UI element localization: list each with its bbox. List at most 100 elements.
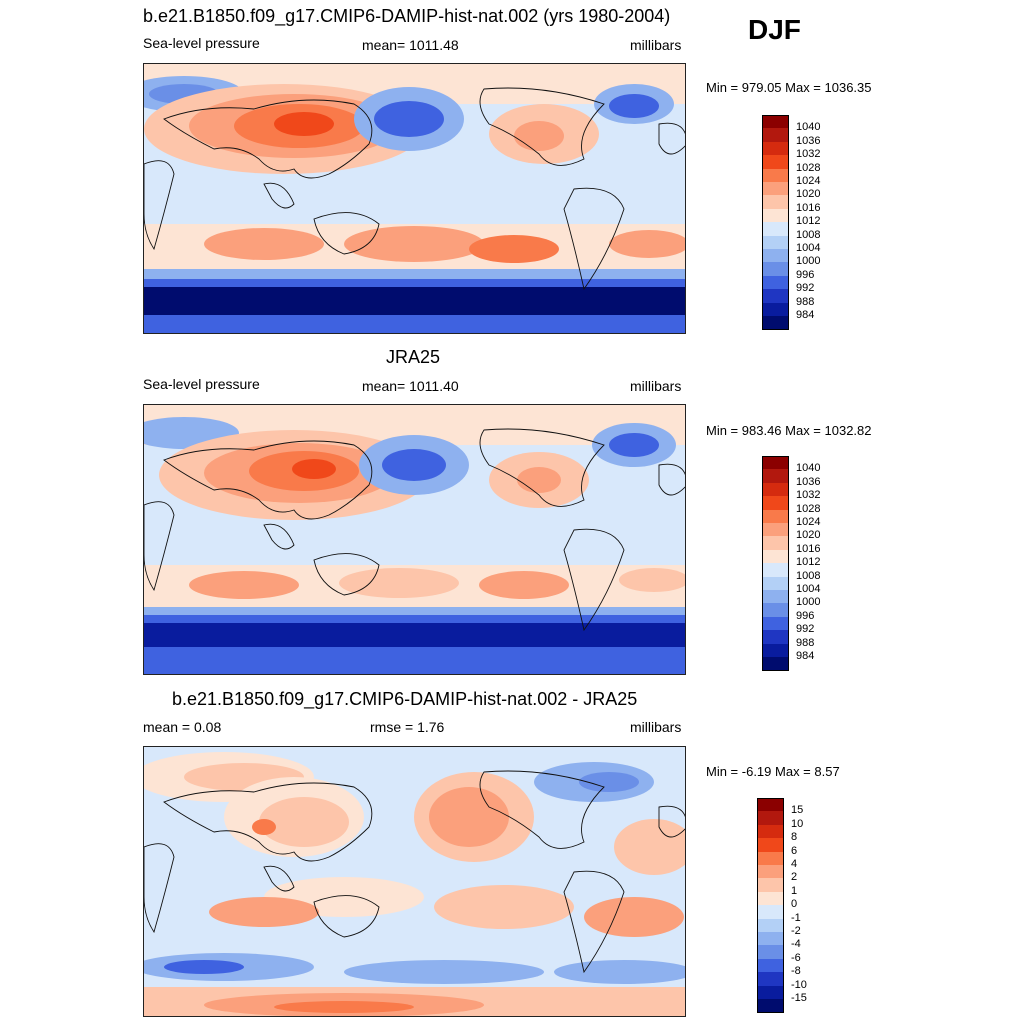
colorbar-swatch: [757, 999, 784, 1013]
colorbar-tick-label: 1004: [796, 242, 821, 254]
colorbar-swatch: [757, 932, 784, 946]
colorbar-tick-label: 1020: [796, 529, 821, 542]
colorbar-tick-label: 1024: [796, 175, 821, 187]
colorbar-tick-label: 1040: [796, 121, 821, 134]
colorbar-tick-label: 1036: [796, 475, 821, 488]
panel1-minmax: Min = 979.05 Max = 1036.35: [706, 80, 872, 95]
panel2-left-label: Sea-level pressure: [143, 376, 260, 392]
colorbar-swatch: [762, 590, 789, 604]
colorbar-swatch: [757, 985, 784, 1000]
panel2-center-label: mean= 1011.40: [362, 378, 459, 394]
colorbar-swatch: [762, 657, 789, 671]
colorbar-swatch: [762, 115, 789, 129]
colorbar-tick-label: 10: [791, 817, 804, 830]
colorbar-tick-label: 1000: [796, 255, 821, 268]
colorbar-tick-label: 1000: [796, 596, 821, 609]
colorbar-tick-label: 1012: [796, 556, 821, 569]
colorbar-swatch: [762, 168, 789, 183]
colorbar-swatch: [762, 496, 789, 511]
colorbar-swatch: [762, 302, 789, 317]
colorbar-tick-label: -2: [791, 925, 801, 937]
colorbar-swatch: [762, 262, 789, 277]
colorbar-tick-label: 992: [796, 623, 815, 636]
colorbar-tick-label: -8: [791, 965, 801, 978]
colorbar-tick-label: 1016: [796, 542, 821, 555]
colorbar-swatch: [762, 630, 789, 645]
colorbar-tick-label: 1036: [796, 134, 821, 147]
colorbar-tick-label: 6: [791, 844, 798, 857]
colorbar-tick-label: -15: [791, 992, 807, 1004]
colorbar-tick-label: 0: [791, 898, 798, 911]
colorbar-tick-label: -6: [791, 951, 801, 964]
colorbar-swatch: [757, 905, 784, 920]
colorbar-swatch: [762, 195, 789, 210]
panel3-map: [143, 746, 686, 1017]
colorbar-tick-label: 984: [796, 309, 815, 321]
panel3-right-label: millibars: [630, 719, 682, 735]
panel2-minmax: Min = 983.46 Max = 1032.82: [706, 423, 872, 438]
colorbar-swatch: [762, 235, 789, 250]
colorbar-swatch: [762, 289, 789, 304]
colorbar-tick-label: 1016: [796, 201, 821, 214]
panel2-right-label: millibars: [630, 378, 682, 394]
colorbar-tick-label: -10: [791, 978, 807, 991]
panel1-right-label: millibars: [630, 37, 682, 53]
colorbar-tick-label: 1008: [796, 228, 821, 241]
colorbar-swatch: [762, 128, 789, 143]
colorbar-swatch: [757, 945, 784, 960]
colorbar-swatch: [762, 509, 789, 524]
panel2-title: JRA25: [386, 347, 441, 367]
colorbar-tick-label: 988: [796, 636, 815, 649]
colorbar-swatch: [762, 316, 789, 330]
season-label: DJF: [748, 14, 801, 45]
colorbar-swatch: [762, 141, 789, 156]
colorbar-swatch: [762, 456, 789, 470]
colorbar-swatch: [757, 838, 784, 853]
colorbar-swatch: [762, 616, 789, 631]
colorbar-swatch: [757, 891, 784, 906]
colorbar-swatch: [757, 958, 784, 973]
colorbar-tick-label: 2: [791, 871, 798, 884]
colorbar-tick-label: 1020: [796, 188, 821, 201]
colorbar-tick-label: 1: [791, 884, 798, 897]
colorbar-tick-label: 1024: [796, 516, 821, 528]
colorbar-swatch: [762, 249, 789, 263]
colorbar-swatch: [757, 865, 784, 879]
colorbar-tick-label: 996: [796, 268, 815, 281]
panel3-minmax: Min = -6.19 Max = 8.57: [706, 764, 840, 779]
colorbar-swatch: [762, 469, 789, 484]
colorbar-tick-label: 1008: [796, 569, 821, 582]
panel1-colorbar: 1040 1036 1032 1028 1024 1020 1016 1012 1008 1004…: [762, 115, 832, 330]
colorbar-tick-label: -4: [791, 938, 801, 951]
colorbar-tick-label: 8: [791, 831, 798, 844]
colorbar-tick-label: 4: [791, 858, 798, 870]
colorbar-swatch: [762, 155, 789, 170]
colorbar-swatch: [762, 523, 789, 537]
colorbar-tick-label: 1012: [796, 215, 821, 228]
colorbar-tick-label: 1028: [796, 502, 821, 515]
colorbar-tick-label: 984: [796, 650, 815, 662]
panel3-title: b.e21.B1850.f09_g17.CMIP6-DAMIP-hist-nat…: [172, 689, 638, 709]
panel3-colorbar: 15 10 8 6 4 2 1 0 -1 -2 -4 -6 -8 -10 -15: [757, 798, 827, 1013]
colorbar-tick-label: 992: [796, 282, 815, 295]
colorbar-swatch: [757, 824, 784, 839]
colorbar-swatch: [762, 603, 789, 618]
colorbar-swatch: [757, 811, 784, 826]
colorbar-swatch: [762, 275, 789, 290]
colorbar-swatch: [762, 643, 789, 658]
colorbar-swatch: [757, 918, 784, 933]
colorbar-tick-label: 1004: [796, 583, 821, 595]
panel3-left-label: mean = 0.08: [143, 719, 222, 735]
panel3-map-svg: [144, 747, 685, 1016]
panel1-title: b.e21.B1850.f09_g17.CMIP6-DAMIP-hist-nat…: [143, 6, 671, 26]
colorbar-swatch: [762, 482, 789, 497]
colorbar-swatch: [762, 563, 789, 578]
colorbar-tick-label: 1032: [796, 148, 821, 161]
panel2-map: [143, 404, 686, 675]
panel1-center-label: mean= 1011.48: [362, 37, 459, 53]
colorbar-tick-label: 1032: [796, 489, 821, 502]
colorbar-swatch: [757, 972, 784, 987]
colorbar-tick-label: 1028: [796, 161, 821, 174]
panel3-center-label: rmse = 1.76: [370, 719, 445, 735]
panel1-map-svg: [144, 64, 685, 333]
